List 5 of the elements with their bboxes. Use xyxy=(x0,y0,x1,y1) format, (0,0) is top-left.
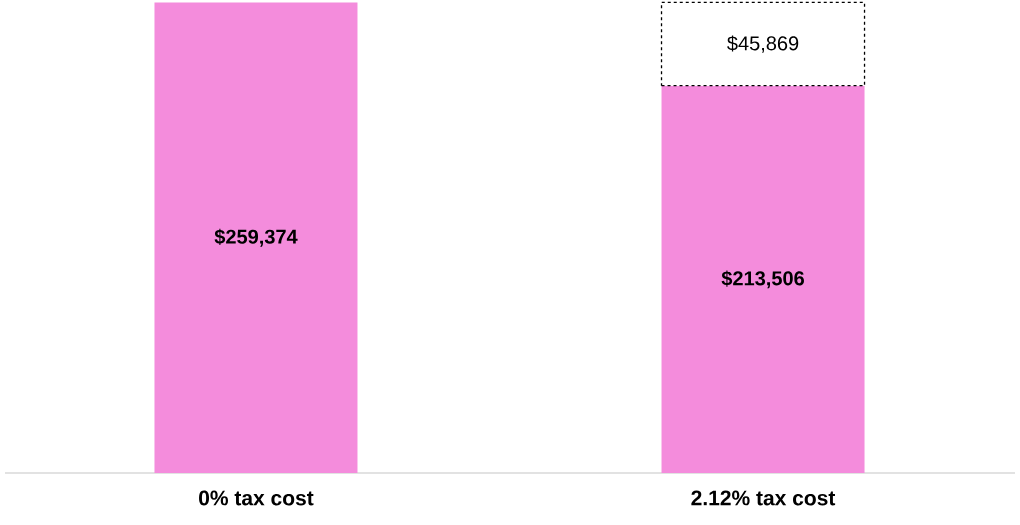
x-tick-label: 0% tax cost xyxy=(199,490,314,506)
data-label: $213,506 xyxy=(721,270,804,289)
data-label: $45,869 xyxy=(727,35,799,53)
x-tick-label: 2.12% tax cost xyxy=(691,490,836,506)
data-label: $259,374 xyxy=(214,228,298,247)
